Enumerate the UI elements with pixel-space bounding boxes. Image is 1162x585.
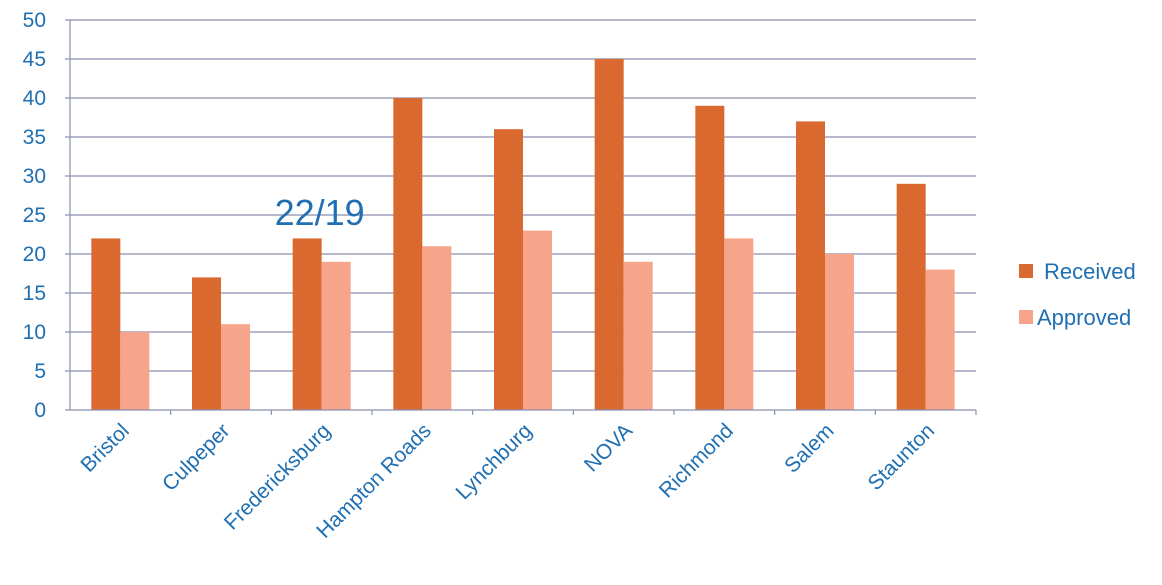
bar-received-fredericksburg: [292, 238, 322, 410]
bar-approved-lynchburg: [523, 230, 552, 410]
bar-received-lynchburg: [494, 129, 523, 410]
bars: [91, 59, 955, 411]
y-tick-label: 45: [23, 48, 46, 71]
y-tick-label: 35: [23, 126, 46, 149]
legend-label-received: Received: [1044, 259, 1136, 284]
bar-received-nova: [594, 59, 624, 410]
bar-approved-staunton: [925, 269, 955, 410]
bar-approved-salem: [825, 254, 854, 410]
x-category-label: Fredericksburg: [220, 419, 335, 534]
y-tick-label: 40: [23, 87, 46, 110]
legend: Received Approved: [1019, 259, 1136, 330]
legend-label-approved: Approved: [1037, 305, 1131, 330]
bar-approved-nova: [623, 261, 653, 410]
bar-approved-fredericksburg: [321, 261, 351, 410]
bar-approved-hampton-roads: [422, 246, 452, 410]
bar-received-richmond: [695, 105, 725, 411]
bar-approved-richmond: [724, 238, 754, 410]
x-category-label: Culpeper: [158, 419, 235, 496]
legend-swatch-approved: [1019, 310, 1033, 324]
bar-approved-bristol: [120, 332, 150, 410]
axes: [69, 20, 977, 415]
y-tick-label: 10: [23, 321, 46, 344]
y-tick-label: 20: [23, 243, 46, 266]
x-category-label: NOVA: [580, 419, 637, 476]
y-tick-label: 50: [23, 9, 46, 32]
y-tick-label: 15: [23, 282, 46, 305]
x-category-label: Bristol: [76, 419, 134, 477]
y-tick-label: 25: [23, 204, 46, 227]
bar-received-culpeper: [192, 277, 221, 410]
x-category-label: Richmond: [655, 419, 738, 502]
y-tick-label: 30: [23, 165, 46, 188]
bar-received-hampton-roads: [393, 98, 423, 410]
x-category-label: Lynchburg: [451, 419, 536, 504]
bar-received-staunton: [896, 183, 926, 410]
annotation-label: 22/19: [275, 192, 365, 233]
y-tick-label: 0: [34, 399, 46, 422]
bar-approved-culpeper: [221, 324, 250, 410]
y-tick-label: 5: [34, 360, 46, 383]
y-axis-ticks: 0 5 10 15 20 25 30 35 40 45 50: [23, 9, 70, 422]
bar-received-bristol: [91, 238, 121, 410]
legend-swatch-received: [1019, 264, 1033, 278]
annotations: 22/19: [275, 192, 365, 233]
x-category-label: Staunton: [863, 419, 939, 495]
bar-received-salem: [796, 121, 825, 411]
x-category-label: Salem: [780, 419, 838, 477]
